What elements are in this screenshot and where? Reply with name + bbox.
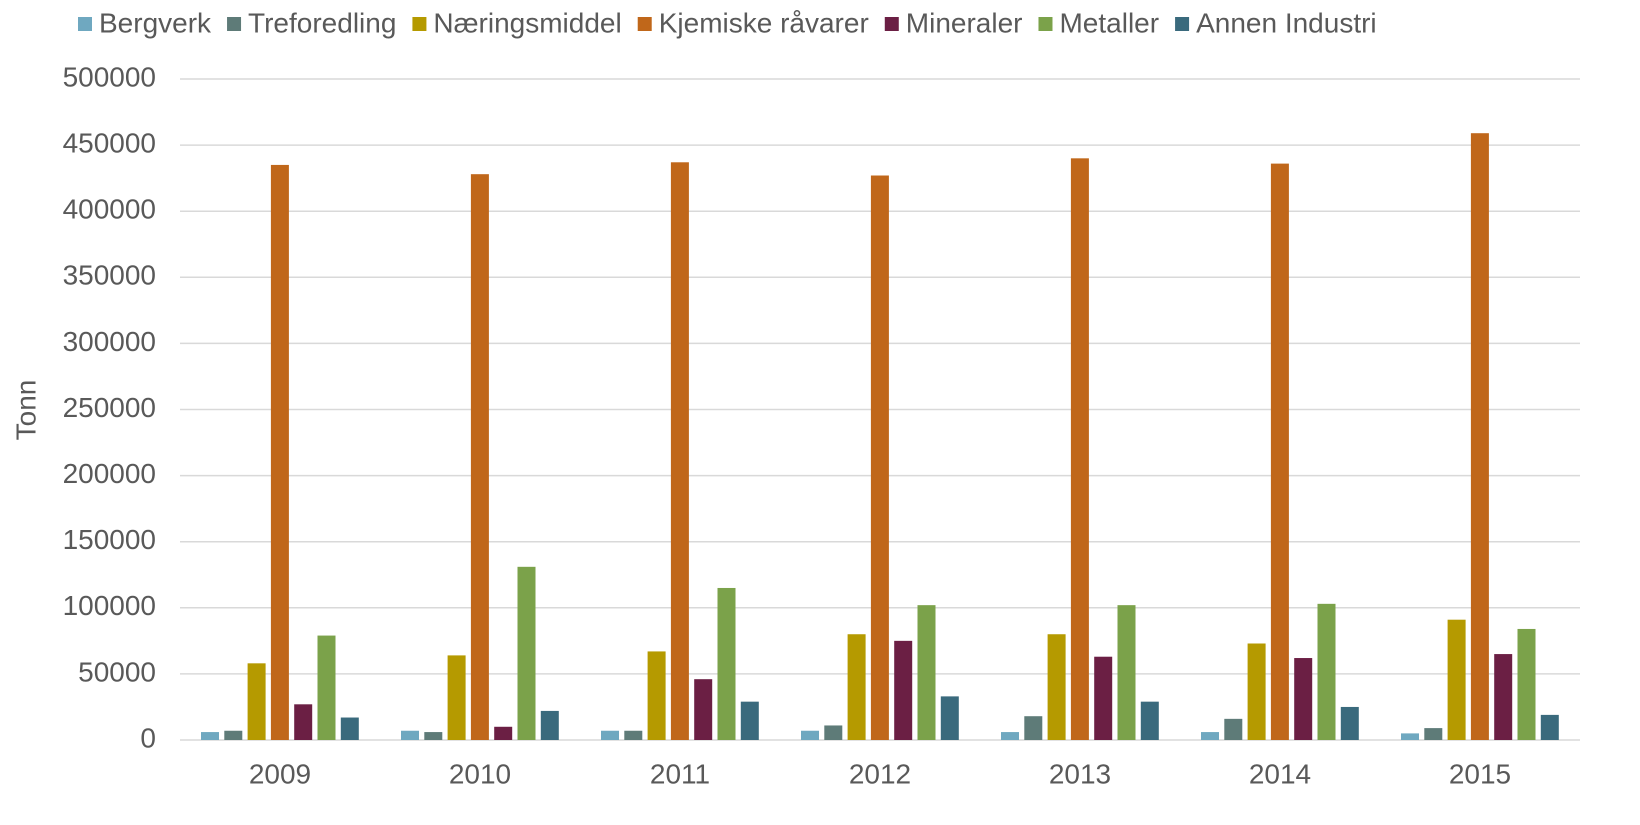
y-tick-label: 250000 bbox=[63, 392, 156, 423]
bar bbox=[1117, 605, 1136, 740]
bar bbox=[1340, 706, 1359, 740]
y-tick-label: 400000 bbox=[63, 194, 156, 225]
x-tick-label: 2011 bbox=[650, 758, 710, 789]
x-tick-label: 2012 bbox=[849, 758, 911, 789]
bar bbox=[647, 651, 666, 740]
legend-label: Bergverk bbox=[99, 7, 212, 38]
bar bbox=[1140, 701, 1159, 740]
legend-swatch bbox=[1175, 17, 1190, 31]
bar bbox=[1047, 634, 1066, 740]
y-tick-label: 100000 bbox=[63, 590, 156, 621]
bar bbox=[917, 605, 936, 740]
bar bbox=[1201, 732, 1219, 740]
bar bbox=[1424, 728, 1443, 740]
y-tick-label: 300000 bbox=[63, 326, 156, 357]
legend-swatch bbox=[412, 17, 427, 31]
bar bbox=[801, 730, 819, 740]
bar bbox=[670, 162, 689, 740]
bar bbox=[224, 730, 243, 740]
y-tick-label: 350000 bbox=[63, 260, 156, 291]
bar bbox=[1270, 163, 1289, 740]
x-tick-label: 2015 bbox=[1449, 758, 1511, 789]
legend-swatch bbox=[227, 17, 242, 31]
bar bbox=[1224, 718, 1243, 740]
legend-swatch bbox=[884, 17, 899, 31]
bar bbox=[1540, 714, 1559, 740]
bar bbox=[447, 655, 466, 740]
bar bbox=[1024, 716, 1043, 740]
bar bbox=[694, 679, 713, 740]
bar bbox=[1317, 603, 1336, 740]
x-tick-label: 2014 bbox=[1249, 758, 1311, 789]
bar bbox=[717, 587, 736, 740]
y-tick-label: 450000 bbox=[63, 127, 156, 158]
bar bbox=[1294, 658, 1313, 740]
legend-swatch bbox=[637, 17, 652, 31]
bar bbox=[270, 164, 289, 740]
y-axis-label: Tonn bbox=[10, 380, 41, 441]
legend-label: Treforedling bbox=[248, 7, 396, 38]
bar bbox=[201, 732, 219, 740]
bar bbox=[247, 663, 266, 740]
legend-label: Annen Industri bbox=[1196, 7, 1377, 38]
bar bbox=[470, 174, 489, 740]
legend-label: Mineraler bbox=[906, 7, 1023, 38]
legend-label: Kjemiske råvarer bbox=[659, 7, 869, 38]
bar bbox=[294, 704, 313, 740]
bar bbox=[340, 717, 359, 740]
bar bbox=[1494, 654, 1513, 740]
bar bbox=[1517, 628, 1536, 740]
bar bbox=[317, 635, 336, 740]
bar bbox=[940, 696, 959, 740]
bar bbox=[894, 640, 913, 740]
bar bbox=[1070, 158, 1089, 740]
x-tick-label: 2013 bbox=[1049, 758, 1111, 789]
legend-swatch bbox=[78, 17, 92, 31]
legend-swatch bbox=[1038, 17, 1053, 31]
y-tick-label: 0 bbox=[140, 722, 156, 753]
bar bbox=[1094, 656, 1113, 740]
bar bbox=[870, 175, 889, 741]
bar bbox=[540, 710, 559, 740]
bar bbox=[824, 725, 843, 740]
y-tick-label: 50000 bbox=[78, 656, 156, 687]
bar bbox=[1247, 643, 1266, 740]
x-tick-label: 2009 bbox=[249, 758, 311, 789]
bar bbox=[624, 730, 643, 740]
bar bbox=[494, 726, 513, 740]
bar bbox=[517, 566, 536, 740]
legend-label: Metaller bbox=[1059, 7, 1159, 38]
bar bbox=[1447, 619, 1466, 740]
bar bbox=[1401, 733, 1419, 740]
y-tick-label: 150000 bbox=[63, 524, 156, 555]
bar bbox=[740, 701, 759, 740]
bar bbox=[1001, 732, 1019, 740]
bar bbox=[847, 634, 866, 740]
y-tick-label: 200000 bbox=[63, 458, 156, 489]
bar bbox=[1470, 133, 1489, 740]
x-tick-label: 2010 bbox=[449, 758, 511, 789]
bar bbox=[601, 730, 619, 740]
bar bbox=[401, 730, 419, 740]
y-tick-label: 500000 bbox=[63, 61, 156, 92]
bar bbox=[424, 732, 443, 740]
legend-label: Næringsmiddel bbox=[433, 7, 621, 38]
